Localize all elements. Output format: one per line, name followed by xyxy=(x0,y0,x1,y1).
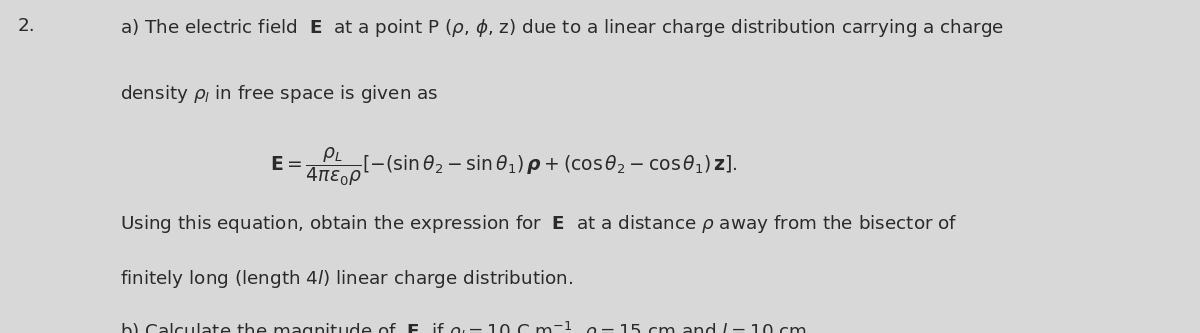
Text: a) The electric field  $\mathbf{E}$  at a point P ($\rho$, $\phi$, z) due to a l: a) The electric field $\mathbf{E}$ at a … xyxy=(120,17,1004,39)
Text: finitely long (length 4$l$) linear charge distribution.: finitely long (length 4$l$) linear charg… xyxy=(120,268,574,290)
Text: b) Calculate the magnitude of  $\mathbf{E}$  if $\rho_l = 10$ C m$^{-1}$, $\rho : b) Calculate the magnitude of $\mathbf{E… xyxy=(120,320,812,333)
Text: 2.: 2. xyxy=(18,17,36,35)
Text: density $\rho_l$ in free space is given as: density $\rho_l$ in free space is given … xyxy=(120,83,438,105)
Text: Using this equation, obtain the expression for  $\mathbf{E}$  at a distance $\rh: Using this equation, obtain the expressi… xyxy=(120,213,958,235)
Text: $\mathbf{E} = \dfrac{\rho_L}{4\pi\varepsilon_0\rho}\left[-(\sin\theta_2 - \sin\t: $\mathbf{E} = \dfrac{\rho_L}{4\pi\vareps… xyxy=(270,145,738,188)
